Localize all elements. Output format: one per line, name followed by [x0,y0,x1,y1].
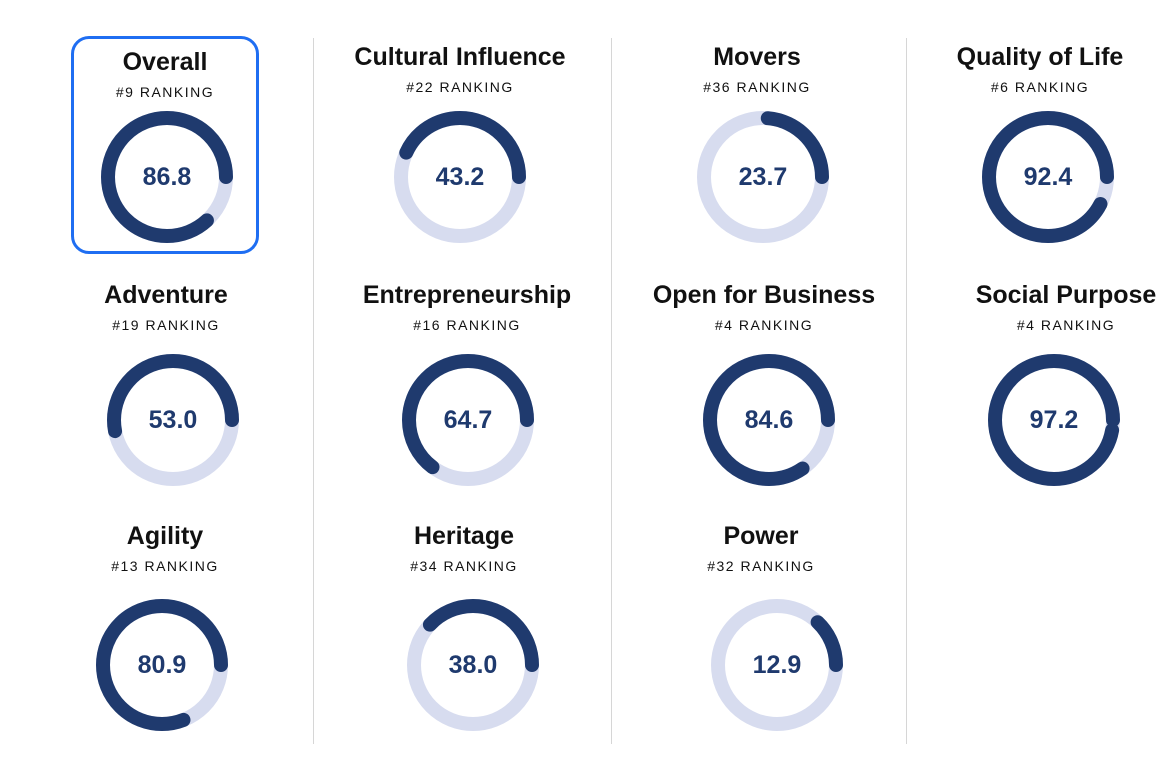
card-ranking: #4 RANKING [714,317,814,333]
card-ranking: #6 RANKING [990,79,1090,95]
card-title: Agility [126,522,204,550]
score-card-heritage[interactable]: Heritage #34 RANKING [334,521,594,575]
score-card-cultural-influence[interactable]: Cultural Influence #22 RANKING [330,42,590,96]
card-ranking: #13 RANKING [111,558,219,574]
column-divider [313,38,314,744]
column-divider [611,38,612,744]
card-title: Adventure [104,281,228,309]
card-title: Overall [122,48,208,76]
score-ring [107,354,239,486]
score-ring [402,354,534,486]
card-ranking: #32 RANKING [707,558,815,574]
score-value: 64.7 [443,406,493,434]
score-ring [101,111,233,243]
score-ring [982,111,1114,243]
card-title: Social Purpose [975,281,1157,309]
score-card-adventure[interactable]: Adventure #19 RANKING [36,280,296,334]
score-card-social-purpose[interactable]: Social Purpose #4 RANKING [936,280,1170,334]
score-value: 86.8 [142,163,192,191]
score-ring [407,599,539,731]
score-ring [703,354,835,486]
card-title: Quality of Life [956,43,1124,71]
score-value: 23.7 [738,163,788,191]
score-card-entrepreneurship[interactable]: Entrepreneurship #16 RANKING [337,280,597,334]
card-title: Power [723,522,799,550]
card-title: Entrepreneurship [362,281,572,309]
score-card-power[interactable]: Power #32 RANKING [631,521,891,575]
card-ranking: #36 RANKING [703,79,811,95]
score-card-quality-of-life[interactable]: Quality of Life #6 RANKING [910,42,1170,96]
score-value: 92.4 [1023,163,1073,191]
card-ranking: #22 RANKING [406,79,514,95]
score-value: 38.0 [448,651,498,679]
score-value: 43.2 [435,163,485,191]
score-value: 84.6 [744,406,794,434]
score-value: 53.0 [148,406,198,434]
score-ring [697,111,829,243]
score-value: 12.9 [752,651,802,679]
column-divider [906,38,907,744]
score-value: 80.9 [137,651,187,679]
score-card-open-for-business[interactable]: Open for Business #4 RANKING [634,280,894,334]
score-card-movers[interactable]: Movers #36 RANKING [627,42,887,96]
score-ring [988,354,1120,486]
card-ranking: #9 RANKING [115,84,215,100]
card-ranking: #4 RANKING [1016,317,1116,333]
card-title: Open for Business [652,281,876,309]
card-title: Heritage [413,522,515,550]
score-ring [711,599,843,731]
score-value: 97.2 [1029,406,1079,434]
card-ranking: #19 RANKING [112,317,220,333]
card-title: Cultural Influence [354,43,566,71]
card-title: Movers [713,43,801,71]
card-ranking: #16 RANKING [413,317,521,333]
card-ranking: #34 RANKING [410,558,518,574]
score-ring [96,599,228,731]
score-card-agility[interactable]: Agility #13 RANKING [35,521,295,575]
score-card-overall[interactable]: Overall #9 RANKING [71,36,259,254]
score-ring [394,111,526,243]
